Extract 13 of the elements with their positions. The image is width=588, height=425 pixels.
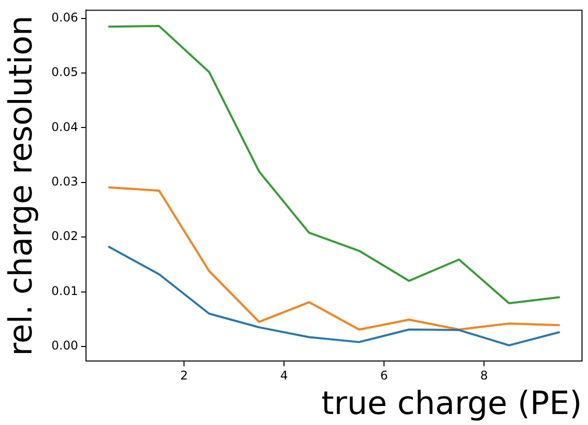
y-tick-label: 0.05 (51, 65, 78, 80)
x-tick-label: 2 (180, 368, 188, 383)
x-tick-label: 6 (380, 368, 388, 383)
y-tick-label: 0.03 (51, 174, 78, 189)
y-tick-label: 0.00 (51, 338, 78, 353)
x-tick-label: 4 (280, 368, 288, 383)
y-tick-label: 0.06 (51, 10, 78, 25)
x-tick-label: 8 (480, 368, 488, 383)
y-tick-label: 0.01 (51, 284, 78, 298)
y-tick-label: 0.02 (51, 229, 78, 244)
x-axis-title: true charge (PE) (321, 384, 582, 422)
y-axis-title: rel. charge resolution (2, 15, 40, 356)
y-tick-label: 0.04 (51, 120, 78, 134)
